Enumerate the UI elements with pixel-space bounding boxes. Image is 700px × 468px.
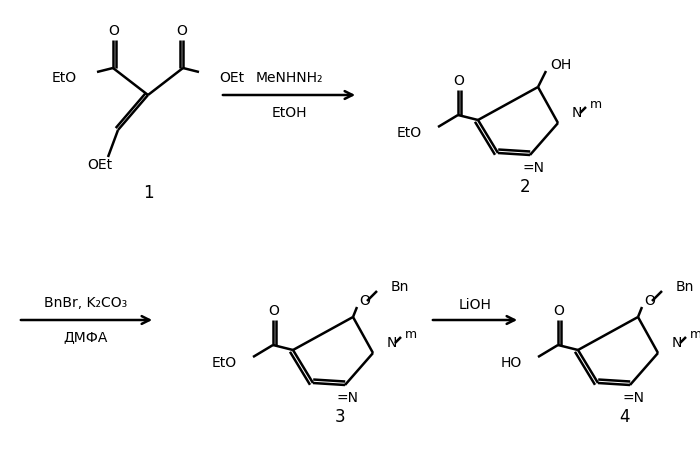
Text: EtO: EtO	[397, 126, 422, 140]
Text: 3: 3	[335, 408, 345, 426]
Text: ДМФА: ДМФА	[64, 330, 108, 344]
Text: BnBr, K₂CO₃: BnBr, K₂CO₃	[44, 296, 127, 310]
Text: O: O	[108, 24, 120, 38]
Text: EtO: EtO	[52, 71, 77, 85]
Text: OH: OH	[550, 58, 571, 72]
Text: m: m	[405, 329, 417, 342]
Text: MeNHNH₂: MeNHNH₂	[256, 71, 323, 85]
Text: 1: 1	[143, 184, 153, 202]
Text: OEt: OEt	[219, 71, 244, 85]
Text: O: O	[554, 304, 564, 318]
Text: O: O	[454, 74, 464, 88]
Text: Bn: Bn	[676, 280, 694, 294]
Text: EtOH: EtOH	[272, 106, 307, 120]
Text: O: O	[359, 294, 370, 308]
Text: LiOH: LiOH	[458, 298, 491, 312]
Text: m: m	[690, 329, 700, 342]
Text: m: m	[590, 98, 602, 111]
Text: =N: =N	[622, 391, 644, 405]
Text: =N: =N	[522, 161, 544, 175]
Text: N: N	[572, 106, 582, 120]
Text: HO: HO	[500, 356, 522, 370]
Text: 2: 2	[519, 178, 531, 196]
Text: N: N	[387, 336, 398, 350]
Text: O: O	[269, 304, 279, 318]
Text: 4: 4	[620, 408, 630, 426]
Text: O: O	[644, 294, 655, 308]
Text: Bn: Bn	[391, 280, 409, 294]
Text: OEt: OEt	[88, 158, 113, 172]
Text: =N: =N	[337, 391, 359, 405]
Text: EtO: EtO	[212, 356, 237, 370]
Text: N: N	[672, 336, 682, 350]
Text: O: O	[176, 24, 188, 38]
